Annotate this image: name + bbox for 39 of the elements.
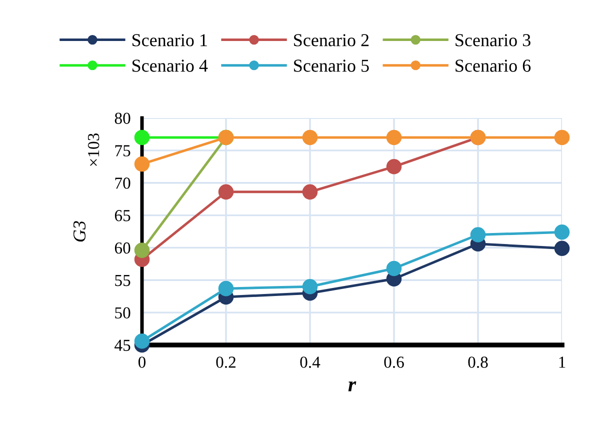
point <box>470 227 486 242</box>
point <box>134 130 150 146</box>
text: ×103 <box>88 133 100 166</box>
point <box>134 156 150 172</box>
y-tick-label: 80 <box>114 112 130 124</box>
legend-label: Scenario 6 <box>456 60 531 72</box>
legend-label: Scenario 3 <box>456 34 530 46</box>
point <box>218 184 234 200</box>
point <box>302 278 318 294</box>
point <box>302 184 318 200</box>
x-tick-label: 1 <box>559 356 566 368</box>
y-tick-label: 50 <box>115 307 130 319</box>
x-axis-title: r <box>348 381 356 392</box>
point <box>386 159 402 174</box>
legend-label: Scenario 1 <box>132 34 207 46</box>
y-tick-label: 75 <box>115 145 130 156</box>
x-tick-label: 0.6 <box>384 356 404 368</box>
point <box>218 280 234 296</box>
y-tick-label: 65 <box>114 210 130 222</box>
x-tick-label: 0.8 <box>468 356 488 368</box>
y-axis-title: G3 <box>73 221 86 242</box>
point <box>302 130 318 146</box>
point <box>134 333 150 349</box>
legend-label: Scenario 4 <box>132 60 208 72</box>
y-tick-label: 45 <box>114 340 130 351</box>
point <box>554 240 570 256</box>
legend-label: Scenario 2 <box>294 34 369 46</box>
x-tick-label: 0.4 <box>300 356 320 368</box>
y-tick-label: 60 <box>114 242 130 254</box>
point <box>386 130 402 146</box>
y-tick-label: 70 <box>115 178 130 189</box>
point <box>386 260 402 276</box>
x-tick-label: 0.2 <box>216 356 236 368</box>
point <box>554 224 570 240</box>
y-tick-label: 55 <box>115 275 130 286</box>
point <box>554 130 570 146</box>
x-tick-label: 0 <box>138 356 146 368</box>
point <box>134 242 150 258</box>
legend-label: Scenario 5 <box>294 60 369 72</box>
